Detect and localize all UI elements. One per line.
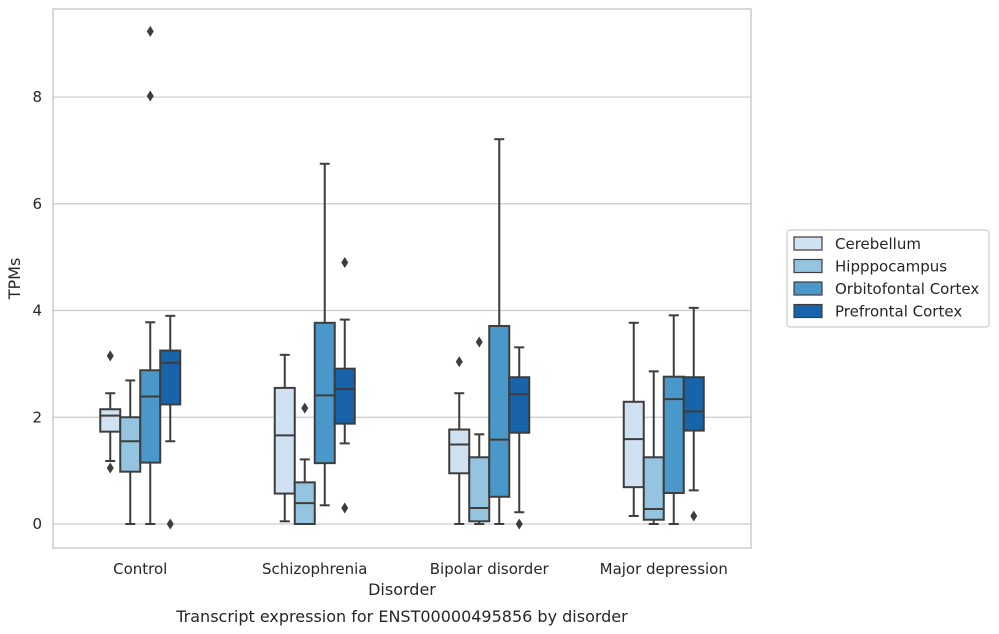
- y-tick-label: 0: [32, 515, 42, 533]
- series-prefrontal-cortex: [159, 256, 705, 530]
- y-tick-label: 2: [32, 408, 42, 426]
- x-tick-label: Bipolar disorder: [430, 560, 550, 578]
- x-tick-label: Major depression: [600, 560, 728, 578]
- x-tick-label: Schizophrenia: [262, 560, 367, 578]
- box-major-depression: [642, 370, 665, 525]
- box-schizophrenia: [313, 162, 336, 507]
- outlier-point: [166, 518, 174, 530]
- box-body: [682, 376, 705, 432]
- y-axis-label: TPMs: [5, 258, 24, 301]
- plot-frame: [52, 8, 752, 549]
- legend-frame: [786, 229, 990, 328]
- series-cerebellum: [99, 321, 645, 525]
- box-body: [468, 456, 491, 523]
- box-body: [448, 428, 471, 475]
- chart-caption: Transcript expression for ENST0000049585…: [175, 607, 628, 626]
- box-body: [333, 367, 356, 425]
- box-control: [159, 314, 182, 530]
- series-orbitofontal-cortex: [139, 25, 685, 525]
- box-body: [119, 416, 142, 473]
- box-body: [273, 386, 296, 495]
- box-body: [622, 400, 645, 489]
- legend-item: Hipppocampus: [793, 258, 947, 276]
- box-body: [159, 349, 182, 406]
- outlier-point: [341, 256, 349, 268]
- box-control: [139, 25, 162, 525]
- box-body: [313, 321, 336, 465]
- box-major-depression: [682, 306, 705, 522]
- legend-item: Orbitofontal Cortex: [793, 280, 979, 298]
- y-tick-label: 6: [32, 195, 42, 213]
- box-body: [642, 456, 665, 521]
- legend-label: Orbitofontal Cortex: [835, 280, 979, 298]
- box-control: [99, 350, 122, 474]
- box-body: [139, 369, 162, 464]
- x-tick-label: Control: [113, 560, 167, 578]
- legend-item: Prefrontal Cortex: [793, 303, 962, 321]
- legend-label: Cerebellum: [835, 235, 921, 253]
- legend-item: Cerebellum: [793, 235, 921, 253]
- box-schizophrenia: [333, 256, 356, 514]
- y-tick-labels: 0 2 4 6 8: [32, 88, 42, 533]
- outlier-point: [301, 402, 309, 414]
- box-control: [119, 379, 142, 525]
- outlier-point: [341, 502, 349, 514]
- x-tick-labels: Control Schizophrenia Bipolar disorder Majo…: [113, 560, 728, 578]
- legend-swatch: [793, 303, 823, 319]
- legend-swatch: [793, 281, 823, 296]
- legend: Cerebellum Hipppocampus Orbitofontal Corte…: [786, 229, 990, 328]
- y-tick-label: 4: [32, 302, 42, 320]
- box-schizophrenia: [293, 402, 316, 525]
- box-bipolar-disorder: [448, 356, 471, 525]
- box-series: [99, 25, 705, 530]
- outlier-point: [106, 462, 114, 474]
- legend-swatch: [793, 258, 823, 274]
- outlier-point: [515, 518, 523, 530]
- box-body: [99, 408, 122, 433]
- outlier-point: [146, 25, 154, 37]
- outlier-point: [475, 336, 483, 348]
- box-bipolar-disorder: [508, 346, 531, 530]
- box-bipolar-disorder: [468, 336, 491, 525]
- outlier-point: [106, 350, 114, 362]
- box-body: [488, 324, 511, 498]
- box-body: [508, 376, 531, 434]
- legend-swatch: [793, 236, 823, 251]
- box-major-depression: [662, 314, 685, 525]
- x-axis-label: Disorder: [368, 580, 436, 599]
- box-bipolar-disorder: [488, 138, 511, 525]
- outlier-point: [690, 510, 698, 522]
- y-tick-label: 8: [32, 88, 42, 106]
- outlier-point: [455, 356, 463, 368]
- box-body: [662, 375, 685, 495]
- series-hipppocampus: [119, 336, 665, 525]
- outlier-point: [146, 90, 154, 102]
- legend-label: Hipppocampus: [835, 258, 947, 276]
- legend-label: Prefrontal Cortex: [835, 303, 962, 321]
- box-major-depression: [622, 321, 645, 517]
- box-schizophrenia: [273, 353, 296, 523]
